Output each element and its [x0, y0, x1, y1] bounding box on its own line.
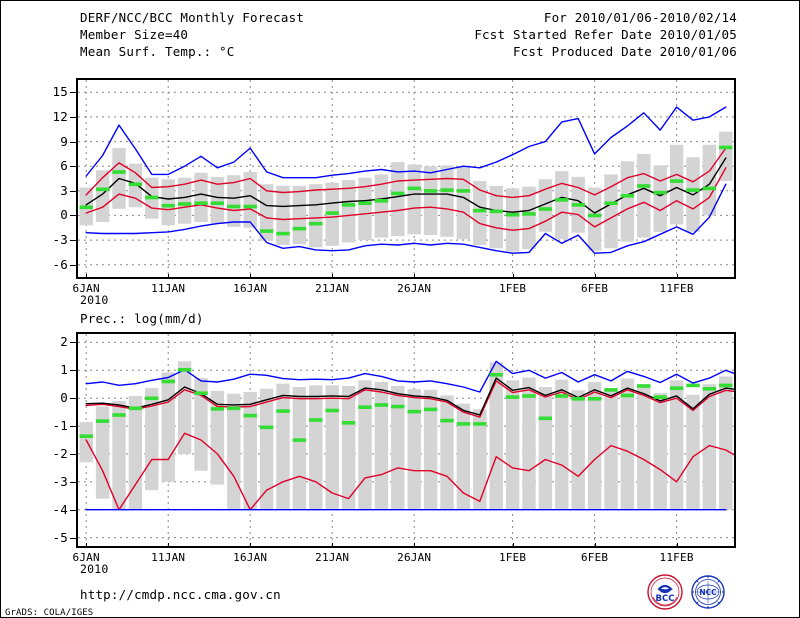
x-tick-label: 11JAN	[151, 282, 186, 295]
header-forecast-period: For 2010/01/06-2010/02/14	[543, 10, 737, 25]
x-tick-mark	[168, 274, 170, 279]
y-tick-label: -1	[52, 417, 68, 433]
x-tick-mark	[594, 274, 596, 279]
temperature-plot-area	[76, 78, 736, 279]
y-tick-label: 2	[60, 334, 68, 350]
y-tick-mark	[70, 215, 76, 217]
website-url[interactable]: http://cmdp.ncc.cma.gov.cn	[80, 587, 281, 602]
x-tick-label: 16JAN	[233, 282, 268, 295]
x-tick-mark	[512, 543, 514, 548]
x-tick-mark	[86, 543, 88, 548]
header-left: DERF/NCC/BCC Monthly Forecast Member Siz…	[80, 9, 304, 60]
y-tick-label: 3	[60, 182, 68, 198]
grads-credit: GrADS: COLA/IGES	[5, 608, 94, 618]
x-tick-label: 6FEB	[580, 551, 609, 564]
header-right: For 2010/01/06-2010/02/14 Fcst Started R…	[474, 9, 737, 60]
header-variable: Mean Surf. Temp.: °C	[80, 44, 235, 59]
y-tick-mark	[70, 370, 76, 372]
y-tick-mark	[70, 453, 76, 455]
x-tick-mark	[676, 274, 678, 279]
x-tick-label: 16JAN	[233, 551, 268, 564]
y-tick-label: 15	[52, 84, 68, 100]
y-tick-label: 0	[60, 389, 68, 405]
y-tick-label: 1	[60, 362, 68, 377]
precipitation-plot-area	[76, 332, 736, 548]
x-tick-label: 6JAN	[72, 551, 100, 564]
header-produced-date: Fcst Produced Date 2010/01/06	[512, 44, 737, 59]
x-tick-label: 11FEB	[659, 551, 694, 564]
y-tick-label: 9	[60, 133, 68, 149]
y-tick-label: 0	[60, 207, 68, 223]
y-tick-mark	[70, 342, 76, 344]
x-tick-mark	[414, 543, 416, 548]
bcc-logo: BCC	[646, 573, 684, 611]
y-tick-label: -2	[52, 445, 68, 461]
y-tick-label: -5	[52, 529, 68, 545]
y-tick-label: -6	[52, 256, 68, 272]
y-tick-mark	[70, 509, 76, 511]
svg-text:NCC: NCC	[699, 588, 717, 597]
y-tick-mark	[70, 166, 76, 168]
x-tick-label: 6JAN	[72, 282, 100, 295]
x-tick-mark	[414, 274, 416, 279]
header-refer-date: Fcst Started Refer Date 2010/01/05	[474, 27, 737, 42]
x-tick-mark	[332, 543, 334, 548]
temperature-x-year-label: 2010	[80, 293, 109, 307]
x-tick-mark	[86, 274, 88, 279]
x-tick-label: 1FEB	[498, 282, 527, 295]
x-tick-mark	[250, 274, 252, 279]
y-tick-mark	[70, 537, 76, 539]
x-tick-mark	[594, 543, 596, 548]
x-tick-label: 1FEB	[498, 551, 527, 564]
y-tick-mark	[70, 398, 76, 400]
y-tick-label: -3	[52, 231, 68, 247]
x-tick-mark	[676, 543, 678, 548]
svg-text:BCC: BCC	[656, 594, 675, 604]
y-tick-mark	[70, 240, 76, 242]
x-tick-mark	[168, 543, 170, 548]
x-tick-mark	[332, 274, 334, 279]
x-tick-label: 11JAN	[151, 551, 186, 564]
y-tick-label: 12	[52, 108, 68, 124]
y-tick-label: -3	[52, 473, 68, 489]
y-tick-mark	[70, 141, 76, 143]
y-tick-mark	[70, 426, 76, 428]
x-tick-label: 26JAN	[397, 282, 432, 295]
header: DERF/NCC/BCC Monthly Forecast Member Siz…	[1, 9, 800, 65]
x-tick-mark	[512, 274, 514, 279]
y-tick-mark	[70, 481, 76, 483]
header-title: DERF/NCC/BCC Monthly Forecast	[80, 10, 305, 25]
y-tick-mark	[70, 116, 76, 118]
x-tick-label: 21JAN	[315, 282, 350, 295]
y-tick-mark	[70, 190, 76, 192]
temperature-chart: 15 12 9 6 3 0 -3 -6 6JAN 11JAN 16JAN 21JAN 26JAN 1FE…	[1, 65, 800, 317]
precipitation-chart: Prec.: log(mm/d) 2 1 0 -1 -2 -3 -4 -5 6JAN 11JAN…	[1, 311, 800, 576]
x-tick-label: 21JAN	[315, 551, 350, 564]
header-member-size: Member Size=40	[80, 27, 189, 42]
y-tick-mark	[70, 92, 76, 94]
y-tick-label: -4	[52, 501, 68, 517]
y-tick-mark	[70, 264, 76, 266]
ncc-logo: NCC	[689, 573, 727, 611]
x-tick-mark	[250, 543, 252, 548]
x-tick-label: 6FEB	[580, 282, 609, 295]
x-tick-label: 11FEB	[659, 282, 694, 295]
x-tick-label: 26JAN	[397, 551, 432, 564]
y-tick-label: 6	[60, 157, 68, 173]
precipitation-title: Prec.: log(mm/d)	[80, 311, 204, 326]
precipitation-x-year-label: 2010	[80, 562, 109, 576]
